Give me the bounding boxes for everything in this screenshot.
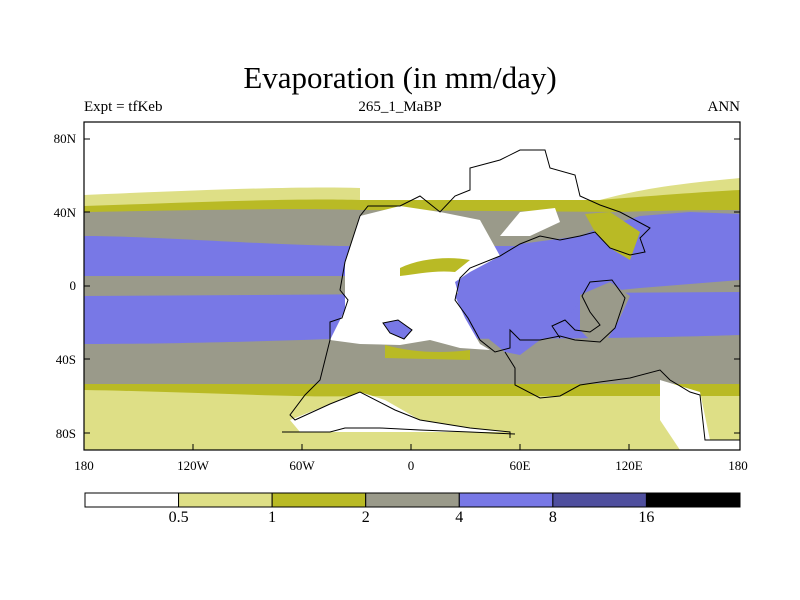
band-0.5-1-south <box>84 390 740 420</box>
colorbar-level-label: 4 <box>455 509 464 526</box>
landmass-gondwana-white <box>330 206 500 350</box>
asia-inland-region <box>580 282 630 342</box>
coastline-antarctic <box>282 427 516 435</box>
southeast-landmass <box>660 380 740 450</box>
lat-tick-label: 0 <box>69 278 77 293</box>
colorbar-swatch <box>458 492 554 508</box>
lat-tick-label: 40S <box>55 352 76 367</box>
lat-tick-label: 80N <box>53 131 76 146</box>
land-edge-wet <box>385 345 470 360</box>
island-region <box>382 319 413 340</box>
lon-tick-label: 180 <box>74 458 94 473</box>
lon-tick-label: 120W <box>177 458 209 473</box>
lon-tick-label: 120E <box>615 458 643 473</box>
lat-tick-label: 40N <box>53 205 76 220</box>
colorbar-swatch <box>84 492 180 508</box>
coastline-southeast <box>504 351 740 441</box>
lon-tick-label: 60W <box>289 458 315 473</box>
chart-title: Evaporation (in mm/day) <box>243 60 557 95</box>
colorbar-level-label: 2 <box>361 509 370 526</box>
lon-tick-label: 0 <box>407 458 415 473</box>
map-field <box>84 122 740 450</box>
season-label: ANN <box>707 99 741 115</box>
lat-tick-label: 80S <box>55 426 76 441</box>
asia-dry-region <box>500 208 560 236</box>
axis-ticks <box>84 138 740 450</box>
colorbar-swatch <box>365 492 460 508</box>
colorbar-level-label: 16 <box>638 509 655 526</box>
land-inner-wet <box>400 258 470 276</box>
time-label: 265_1_MaBP <box>358 99 442 115</box>
colorbar-swatch <box>178 492 273 508</box>
coastline-south <box>289 261 511 438</box>
experiment-label: Expt = tfKeb <box>84 99 163 115</box>
asia-high-evaporation <box>455 212 740 355</box>
lon-tick-label: 60E <box>509 458 531 473</box>
asia-east-region <box>585 212 640 260</box>
colorbar-level-label: 0.5 <box>168 509 189 526</box>
coastline-north <box>344 149 651 353</box>
colorbar-level-label: 1 <box>268 509 277 526</box>
colorbar <box>84 492 741 508</box>
colorbar-swatch <box>552 492 647 508</box>
lon-tick-label: 180 <box>728 458 748 473</box>
colorbar-swatch <box>645 492 741 508</box>
colorbar-level-label: 8 <box>548 509 557 526</box>
colorbar-swatch <box>271 492 367 508</box>
